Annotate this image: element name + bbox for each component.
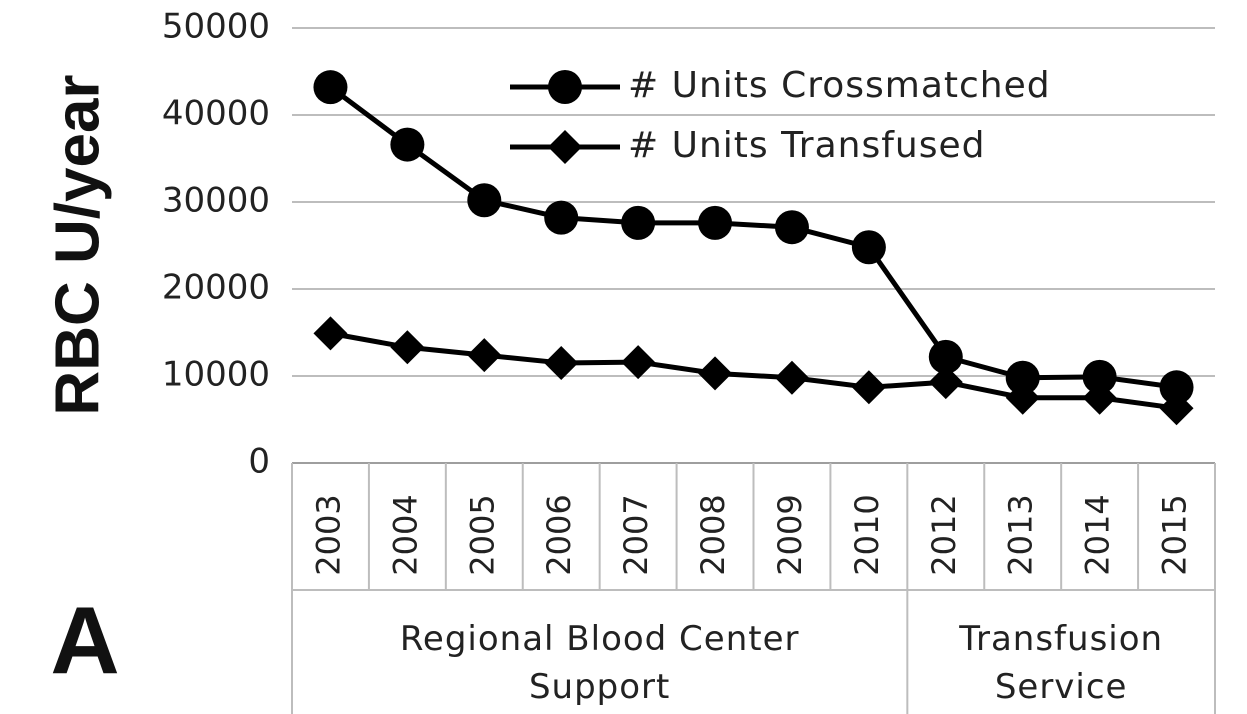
x-tick-label: 2007 <box>617 494 655 575</box>
point <box>544 345 579 380</box>
x-tick-label: 2014 <box>1079 494 1117 575</box>
point <box>621 345 656 380</box>
y-axis-label: RBC U/year <box>43 74 112 415</box>
series-line <box>330 330 1177 411</box>
point <box>774 210 809 245</box>
point <box>1159 370 1194 405</box>
point <box>390 330 425 365</box>
x-tick-label: 2013 <box>1002 494 1040 575</box>
y-tick-label: 0 <box>248 442 270 482</box>
point <box>698 356 733 391</box>
point <box>774 360 809 395</box>
legend-marker <box>548 70 582 104</box>
x-tick-label: 2012 <box>925 494 963 575</box>
point <box>698 205 733 240</box>
point <box>390 127 425 162</box>
group-label: Regional Blood Center Support <box>399 619 800 707</box>
y-tick-label: 50000 <box>162 7 270 47</box>
point <box>467 183 502 218</box>
point <box>467 338 502 373</box>
x-tick-label: 2004 <box>386 494 424 575</box>
point <box>1005 380 1040 415</box>
point <box>544 200 579 235</box>
point <box>313 316 348 351</box>
x-tick-label: 2006 <box>540 494 578 575</box>
point <box>1082 380 1117 415</box>
x-tick-label: 2008 <box>694 494 732 575</box>
point <box>1005 360 1040 395</box>
point <box>928 339 963 374</box>
point <box>313 70 348 105</box>
y-tick-label: 40000 <box>162 94 270 134</box>
group-label: Transfusion Service <box>959 619 1164 707</box>
point <box>1082 359 1117 394</box>
x-tick-label: 2010 <box>848 494 886 575</box>
legend-marker <box>548 130 582 164</box>
x-tick-label: 2005 <box>463 494 501 575</box>
point <box>851 230 886 265</box>
x-tick-label: 2015 <box>1156 494 1194 575</box>
y-tick-label: 10000 <box>162 355 270 395</box>
point <box>928 365 963 400</box>
legend-label: # Units Transfused <box>628 125 985 166</box>
y-tick-label: 20000 <box>162 268 270 308</box>
y-tick-label: 30000 <box>162 181 270 221</box>
legend-label: # Units Crossmatched <box>628 65 1051 106</box>
panel-label: A <box>50 587 119 694</box>
point <box>851 370 886 405</box>
x-tick-label: 2009 <box>771 494 809 575</box>
point <box>621 205 656 240</box>
point <box>1159 391 1194 426</box>
x-tick-label: 2003 <box>309 494 347 575</box>
